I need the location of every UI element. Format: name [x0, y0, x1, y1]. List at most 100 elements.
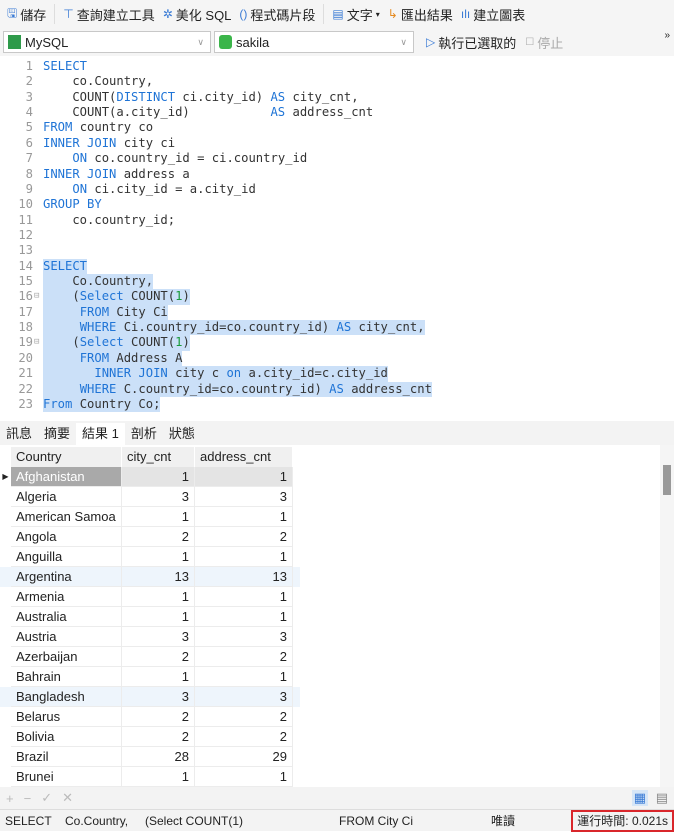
table-cell[interactable]: Bolivia — [11, 727, 122, 747]
table-row[interactable]: Belarus 2 2 — [0, 707, 300, 727]
scrollbar-thumb[interactable] — [663, 465, 671, 495]
tab-1[interactable]: 摘要 — [44, 426, 71, 441]
table-cell[interactable]: Bahrain — [11, 667, 122, 687]
code-line[interactable]: 5 FROM country co — [0, 120, 674, 135]
vertical-scrollbar[interactable] — [660, 445, 674, 787]
fold-icon[interactable]: ⊟ — [34, 337, 40, 348]
discard-icon[interactable]: ✕ — [62, 790, 73, 805]
table-row[interactable]: Azerbaijan 2 2 — [0, 647, 300, 667]
delete-row-icon[interactable]: − — [23, 790, 32, 806]
code-line[interactable]: 17 FROM City Ci — [0, 304, 674, 321]
column-header-address-cnt[interactable]: address_cnt — [195, 447, 293, 467]
table-cell[interactable]: Brunei — [11, 767, 122, 787]
code-line[interactable]: 13 — [0, 243, 674, 258]
table-row[interactable]: ▶ Afghanistan 1 1 — [0, 467, 300, 487]
column-header-country[interactable]: Country — [11, 447, 122, 467]
more-button[interactable]: » — [664, 30, 670, 41]
table-cell[interactable]: Angola — [11, 527, 122, 547]
form-view-icon[interactable]: ▤ — [655, 790, 668, 805]
table-cell[interactable]: 1 — [122, 667, 195, 687]
column-header-city-cnt[interactable]: city_cnt — [122, 447, 195, 467]
code-line[interactable]: 14 SELECT — [0, 258, 674, 275]
table-row[interactable]: Argentina 13 13 — [0, 567, 300, 587]
table-cell[interactable]: 3 — [195, 627, 293, 647]
table-row[interactable]: Brunei 1 1 — [0, 767, 300, 787]
code-line[interactable]: 7 ON co.country_id = ci.country_id — [0, 151, 674, 166]
table-cell[interactable]: 1 — [195, 467, 293, 487]
code-line[interactable]: 12 — [0, 228, 674, 243]
table-cell[interactable]: 1 — [122, 587, 195, 607]
table-row[interactable]: Bangladesh 3 3 — [0, 687, 300, 707]
create-chart-button[interactable]: ılı 建立圖表 — [460, 7, 526, 23]
apply-icon[interactable]: ✓ — [41, 790, 53, 805]
save-button[interactable]: 🖫 儲存 — [7, 5, 47, 23]
tab-0[interactable]: 訊息 — [6, 426, 33, 441]
code-line[interactable]: 6 INNER JOIN city ci — [0, 136, 674, 151]
connection-select[interactable]: MySQL ∨ — [3, 31, 211, 53]
table-row[interactable]: Armenia 1 1 — [0, 587, 300, 607]
code-line[interactable]: 16 ⊟ (Select COUNT(1) — [0, 289, 674, 305]
export-results-button[interactable]: ↳ 匯出結果 — [387, 7, 453, 23]
table-cell[interactable]: 1 — [195, 607, 293, 627]
table-cell[interactable]: Bangladesh — [11, 687, 122, 707]
tab-3[interactable]: 剖析 — [130, 426, 157, 441]
table-cell[interactable]: Austria — [11, 627, 122, 647]
table-cell[interactable]: 13 — [195, 567, 293, 587]
code-line[interactable]: 19 ⊟ (Select COUNT(1) — [0, 335, 674, 351]
query-builder-button[interactable]: ⊤ 查詢建立工具 — [63, 7, 155, 23]
code-line[interactable]: 21 INNER JOIN city c on a.city_id=c.city… — [0, 366, 674, 382]
table-cell[interactable]: 29 — [195, 747, 293, 767]
table-cell[interactable]: 1 — [122, 767, 195, 787]
table-cell[interactable]: Australia — [11, 607, 122, 627]
code-line[interactable]: 18 WHERE Ci.country_id=co.country_id) AS… — [0, 320, 674, 336]
table-cell[interactable]: 3 — [195, 687, 293, 707]
code-line[interactable]: 23 From Country Co; — [0, 396, 674, 413]
table-row[interactable]: American Samoa 1 1 — [0, 507, 300, 527]
table-cell[interactable]: 1 — [195, 667, 293, 687]
table-cell[interactable]: 1 — [122, 607, 195, 627]
table-cell[interactable]: 3 — [122, 487, 195, 507]
table-cell[interactable]: Azerbaijan — [11, 647, 122, 667]
stop-button[interactable]: ☐ 停止 — [525, 35, 564, 51]
table-cell[interactable]: 2 — [195, 727, 293, 747]
table-row[interactable]: Bahrain 1 1 — [0, 667, 300, 687]
table-cell[interactable]: 13 — [122, 567, 195, 587]
table-cell[interactable]: 3 — [122, 627, 195, 647]
table-cell[interactable]: 2 — [195, 527, 293, 547]
table-cell[interactable]: 1 — [195, 587, 293, 607]
table-row[interactable]: Australia 1 1 — [0, 607, 300, 627]
table-cell[interactable]: 3 — [122, 687, 195, 707]
code-line[interactable]: 2 co.Country, — [0, 74, 674, 89]
code-line[interactable]: 15 Co.Country, — [0, 274, 674, 290]
code-line[interactable]: 10 GROUP BY — [0, 197, 674, 212]
table-row[interactable]: Austria 3 3 — [0, 627, 300, 647]
table-cell[interactable]: 2 — [122, 527, 195, 547]
table-cell[interactable]: Anguilla — [11, 547, 122, 567]
code-line[interactable]: 11 co.country_id; — [0, 213, 674, 228]
add-row-icon[interactable]: + — [6, 790, 14, 806]
code-line[interactable]: 8 INNER JOIN address a — [0, 167, 674, 182]
table-row[interactable]: Anguilla 1 1 — [0, 547, 300, 567]
table-cell[interactable]: 2 — [122, 707, 195, 727]
table-cell[interactable]: 2 — [195, 707, 293, 727]
code-line[interactable]: 1 SELECT — [0, 59, 674, 74]
table-cell[interactable]: Afghanistan — [11, 467, 122, 487]
code-line[interactable]: 22 WHERE C.country_id=co.country_id) AS … — [0, 381, 674, 397]
table-cell[interactable]: 1 — [122, 507, 195, 527]
grid-view-icon[interactable]: ▦ — [631, 790, 648, 806]
table-cell[interactable]: 1 — [122, 547, 195, 567]
table-cell[interactable]: Algeria — [11, 487, 122, 507]
table-cell[interactable]: 2 — [122, 647, 195, 667]
table-cell[interactable]: Armenia — [11, 587, 122, 607]
code-line[interactable]: 9 ON ci.city_id = a.city_id — [0, 182, 674, 197]
table-cell[interactable]: Brazil — [11, 747, 122, 767]
table-cell[interactable]: 28 — [122, 747, 195, 767]
beautify-sql-button[interactable]: ✲ 美化 SQL — [162, 7, 232, 23]
table-cell[interactable]: 1 — [195, 547, 293, 567]
code-line[interactable]: 4 COUNT(a.city_id) AS address_cnt — [0, 105, 674, 120]
table-row[interactable]: Angola 2 2 — [0, 527, 300, 547]
table-cell[interactable]: 2 — [195, 647, 293, 667]
sql-editor[interactable]: 1 SELECT 2 co.Country, 3 COUNT(DISTINCT ci.… — [0, 57, 674, 420]
table-row[interactable]: Bolivia 2 2 — [0, 727, 300, 747]
code-line[interactable]: 20 FROM Address A — [0, 350, 674, 367]
